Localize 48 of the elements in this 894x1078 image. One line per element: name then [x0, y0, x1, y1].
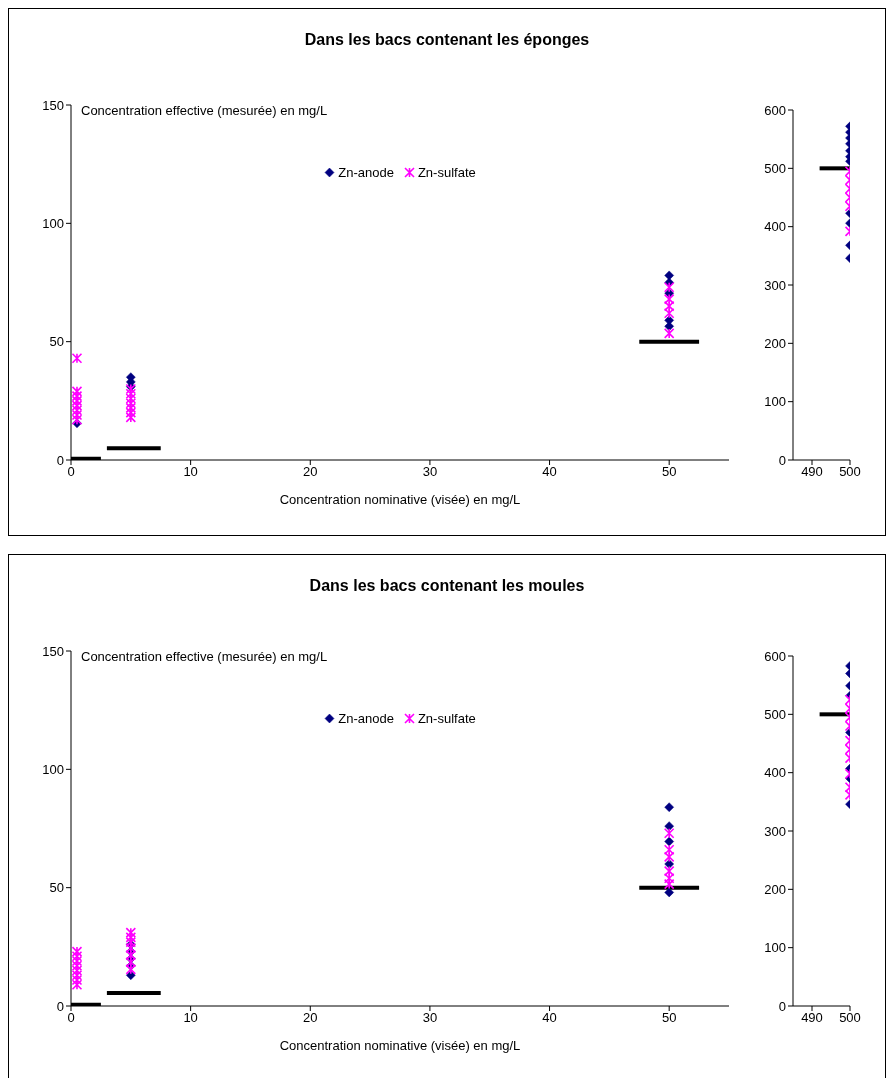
y-tick-label: 0 — [778, 998, 786, 1014]
y-tick-label: 50 — [49, 334, 64, 350]
y-tick-label: 100 — [764, 394, 786, 410]
y-tick-label: 0 — [56, 998, 64, 1014]
y-tick-label: 100 — [42, 215, 64, 231]
x-tick-label: 500 — [839, 1010, 861, 1026]
y-tick-label: 200 — [764, 881, 786, 897]
x-tick-label: 20 — [303, 464, 318, 480]
legend-label: Zn-anode — [338, 165, 394, 180]
x-axis-title: Concentration nominative (visée) en mg/L — [278, 492, 522, 507]
legend-label: Zn-anode — [338, 711, 394, 726]
y-tick-label: 500 — [764, 706, 786, 722]
x-tick-label: 0 — [67, 464, 75, 480]
y-tick-label: 400 — [764, 219, 786, 235]
chart-title: Dans les bacs contenant les éponges — [303, 31, 591, 49]
y-tick-label: 50 — [49, 880, 64, 896]
y-axis-title: Concentration effective (mesurée) en mg/L — [81, 649, 328, 664]
x-axis-title: Concentration nominative (visée) en mg/L — [278, 1038, 522, 1053]
y-axis-title: Concentration effective (mesurée) en mg/L — [81, 103, 328, 118]
legend-label: Zn-sulfate — [417, 711, 476, 726]
x-tick-label: 40 — [542, 464, 557, 480]
x-tick-label: 10 — [183, 464, 198, 480]
x-tick-label: 0 — [67, 1010, 75, 1026]
x-tick-label: 500 — [839, 464, 861, 480]
y-tick-label: 300 — [764, 277, 786, 293]
x-tick-label: 20 — [303, 1010, 318, 1026]
y-tick-label: 500 — [764, 160, 786, 176]
y-tick-label: 100 — [764, 940, 786, 956]
y-tick-label: 0 — [778, 452, 786, 468]
y-tick-label: 600 — [764, 102, 786, 118]
y-tick-label: 300 — [764, 823, 786, 839]
y-tick-label: 150 — [42, 643, 64, 659]
y-tick-label: 600 — [764, 648, 786, 664]
x-tick-label: 30 — [422, 1010, 438, 1026]
x-tick-label: 50 — [661, 1010, 677, 1026]
y-tick-label: 200 — [764, 335, 786, 351]
x-tick-label: 50 — [661, 464, 677, 480]
chart-title: Dans les bacs contenant les moules — [308, 577, 586, 595]
y-tick-label: 400 — [764, 765, 786, 781]
y-tick-label: 0 — [56, 452, 64, 468]
legend-label: Zn-sulfate — [417, 165, 476, 180]
x-tick-label: 490 — [801, 464, 823, 480]
x-tick-label: 10 — [183, 1010, 198, 1026]
x-tick-label: 30 — [422, 464, 438, 480]
y-tick-label: 100 — [42, 761, 64, 777]
x-tick-label: 40 — [542, 1010, 557, 1026]
x-tick-label: 490 — [801, 1010, 823, 1026]
y-tick-label: 150 — [42, 97, 64, 113]
